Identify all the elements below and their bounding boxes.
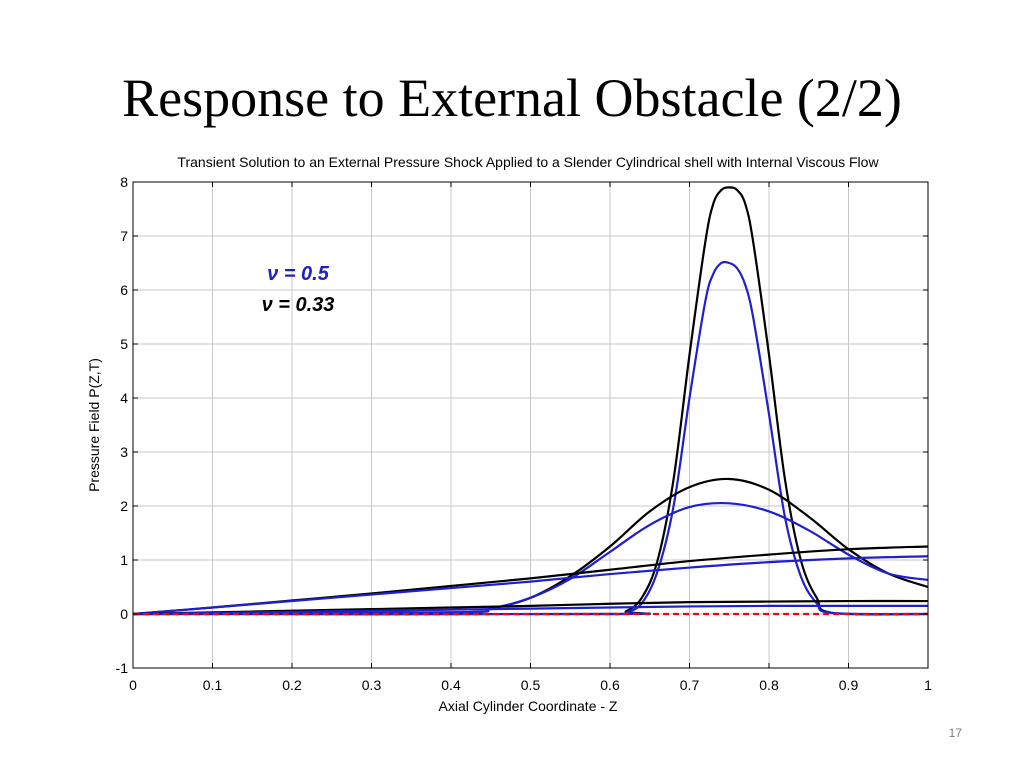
x-tick-label: 0.2 (282, 677, 302, 693)
y-tick-label: 2 (120, 498, 128, 514)
y-tick-label: 1 (120, 552, 128, 568)
y-tick-label: 3 (120, 444, 128, 460)
grid (132, 181, 929, 669)
x-tick-label: 0.8 (759, 677, 779, 693)
y-tick-label: 0 (120, 606, 128, 622)
y-tick-label: 7 (120, 228, 128, 244)
y-tick-label: 5 (120, 336, 128, 352)
x-tick-label: 0.5 (521, 677, 541, 693)
annotation-nu-0-5: ν = 0.5 (267, 263, 330, 285)
x-tick-label: 0 (129, 677, 137, 693)
x-tick-label: 0.4 (441, 677, 461, 693)
y-tick-label: 4 (120, 390, 128, 406)
x-axis-label: Axial Cylinder Coordinate - Z (439, 698, 618, 714)
x-tick-label: 0.6 (600, 677, 620, 693)
page-number: 17 (948, 726, 962, 740)
y-tick-label: 6 (120, 282, 128, 298)
annotation-nu-0-33: ν = 0.33 (262, 294, 335, 316)
chart-title: Transient Solution to an External Pressu… (177, 154, 879, 170)
x-tick-label: 0.9 (839, 677, 859, 693)
series-layer (132, 186, 929, 616)
x-tick-label: 0.3 (362, 677, 382, 693)
x-tick-label: 0.1 (203, 677, 223, 693)
slide-title: Response to External Obstacle (2/2) (122, 68, 902, 128)
series-line-blue (132, 501, 929, 616)
series-line-blue (132, 604, 928, 616)
y-axis-label: Pressure Field P(Z,T) (86, 358, 102, 492)
x-tick-label: 1 (924, 677, 932, 693)
y-tick-label: -1 (116, 660, 129, 676)
series-line-blue (132, 260, 929, 616)
x-tick-label: 0.7 (680, 677, 700, 693)
y-tick-label: 8 (120, 174, 128, 190)
series-line-blue (132, 555, 929, 616)
